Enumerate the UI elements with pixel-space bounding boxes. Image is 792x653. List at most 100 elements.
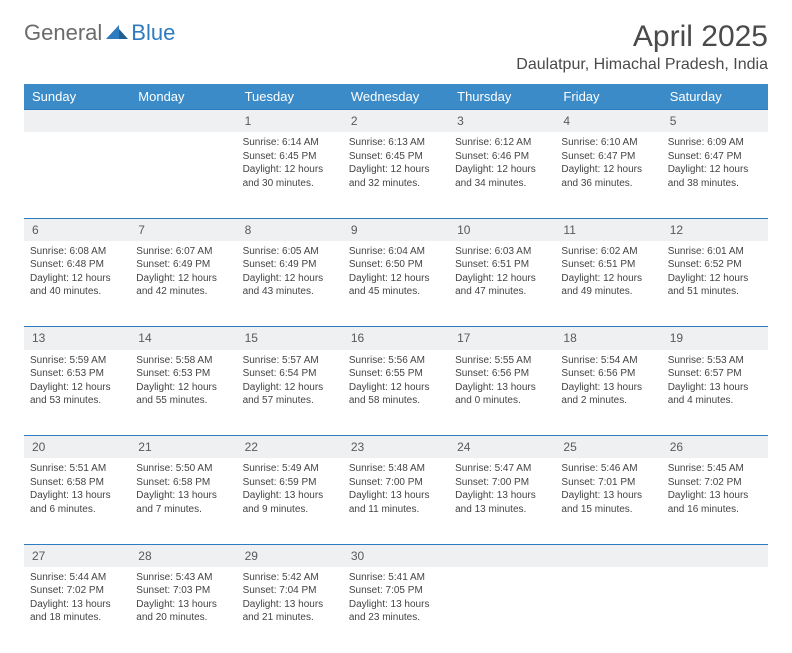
daylight-text-2: and 13 minutes. [455,503,549,517]
sunset-text: Sunset: 6:57 PM [668,367,762,381]
sunset-text: Sunset: 7:02 PM [668,476,762,490]
daylight-text-2: and 6 minutes. [30,503,124,517]
sunset-text: Sunset: 6:51 PM [455,258,549,272]
day-content-cell: Sunrise: 6:12 AMSunset: 6:46 PMDaylight:… [449,132,555,218]
day-content: Sunrise: 6:05 AMSunset: 6:49 PMDaylight:… [243,245,337,299]
daylight-text-2: and 0 minutes. [455,394,549,408]
daylight-text-2: and 45 minutes. [349,285,443,299]
daylight-text-1: Daylight: 13 hours [136,598,230,612]
day-content: Sunrise: 6:01 AMSunset: 6:52 PMDaylight:… [668,245,762,299]
daylight-text-1: Daylight: 13 hours [561,489,655,503]
day-header: Saturday [662,84,768,110]
day-content: Sunrise: 6:09 AMSunset: 6:47 PMDaylight:… [668,136,762,190]
daylight-text-2: and 30 minutes. [243,177,337,191]
day-number-cell: 14 [130,327,236,350]
day-content: Sunrise: 5:41 AMSunset: 7:05 PMDaylight:… [349,571,443,625]
day-number-cell: 17 [449,327,555,350]
sunrise-text: Sunrise: 5:55 AM [455,354,549,368]
daylight-text-2: and 21 minutes. [243,611,337,625]
day-content-cell: Sunrise: 5:43 AMSunset: 7:03 PMDaylight:… [130,567,236,653]
day-content: Sunrise: 5:56 AMSunset: 6:55 PMDaylight:… [349,354,443,408]
content-row: Sunrise: 6:08 AMSunset: 6:48 PMDaylight:… [24,241,768,327]
day-content: Sunrise: 5:50 AMSunset: 6:58 PMDaylight:… [136,462,230,516]
sunrise-text: Sunrise: 5:44 AM [30,571,124,585]
day-content-cell: Sunrise: 5:51 AMSunset: 6:58 PMDaylight:… [24,458,130,544]
day-content: Sunrise: 6:10 AMSunset: 6:47 PMDaylight:… [561,136,655,190]
day-header-row: SundayMondayTuesdayWednesdayThursdayFrid… [24,84,768,110]
calendar-body: 12345Sunrise: 6:14 AMSunset: 6:45 PMDayl… [24,110,768,653]
day-number-cell: 7 [130,218,236,241]
day-content-cell: Sunrise: 5:58 AMSunset: 6:53 PMDaylight:… [130,350,236,436]
logo: General Blue [24,20,175,46]
daynum-row: 13141516171819 [24,327,768,350]
day-content-cell: Sunrise: 5:42 AMSunset: 7:04 PMDaylight:… [237,567,343,653]
daylight-text-2: and 43 minutes. [243,285,337,299]
sunrise-text: Sunrise: 5:46 AM [561,462,655,476]
day-number-cell: 18 [555,327,661,350]
day-content-cell: Sunrise: 5:55 AMSunset: 6:56 PMDaylight:… [449,350,555,436]
day-number-cell: 8 [237,218,343,241]
daylight-text-1: Daylight: 13 hours [668,489,762,503]
day-number-cell: 16 [343,327,449,350]
day-content: Sunrise: 5:42 AMSunset: 7:04 PMDaylight:… [243,571,337,625]
day-content-cell: Sunrise: 5:57 AMSunset: 6:54 PMDaylight:… [237,350,343,436]
sunset-text: Sunset: 6:52 PM [668,258,762,272]
sunset-text: Sunset: 6:58 PM [30,476,124,490]
day-number-cell [449,544,555,567]
sunrise-text: Sunrise: 6:09 AM [668,136,762,150]
day-content-cell: Sunrise: 5:46 AMSunset: 7:01 PMDaylight:… [555,458,661,544]
title-block: April 2025 Daulatpur, Himachal Pradesh, … [516,20,768,74]
day-content-cell: Sunrise: 5:53 AMSunset: 6:57 PMDaylight:… [662,350,768,436]
day-content: Sunrise: 5:51 AMSunset: 6:58 PMDaylight:… [30,462,124,516]
page-header: General Blue April 2025 Daulatpur, Himac… [24,20,768,74]
sunset-text: Sunset: 7:04 PM [243,584,337,598]
daylight-text-1: Daylight: 12 hours [243,381,337,395]
daylight-text-2: and 36 minutes. [561,177,655,191]
day-content-cell [130,132,236,218]
sunset-text: Sunset: 7:01 PM [561,476,655,490]
daylight-text-2: and 2 minutes. [561,394,655,408]
daylight-text-1: Daylight: 13 hours [30,489,124,503]
daylight-text-1: Daylight: 12 hours [455,163,549,177]
day-number-cell: 24 [449,436,555,459]
logo-text-blue: Blue [131,20,175,46]
daynum-row: 6789101112 [24,218,768,241]
daylight-text-1: Daylight: 13 hours [668,381,762,395]
day-number-cell: 1 [237,110,343,133]
sunrise-text: Sunrise: 5:48 AM [349,462,443,476]
daynum-row: 20212223242526 [24,436,768,459]
daylight-text-2: and 51 minutes. [668,285,762,299]
day-header: Wednesday [343,84,449,110]
sunset-text: Sunset: 6:58 PM [136,476,230,490]
day-content: Sunrise: 5:45 AMSunset: 7:02 PMDaylight:… [668,462,762,516]
daylight-text-2: and 34 minutes. [455,177,549,191]
sunrise-text: Sunrise: 5:51 AM [30,462,124,476]
daylight-text-2: and 53 minutes. [30,394,124,408]
day-content: Sunrise: 6:08 AMSunset: 6:48 PMDaylight:… [30,245,124,299]
sunset-text: Sunset: 7:03 PM [136,584,230,598]
day-content-cell: Sunrise: 5:44 AMSunset: 7:02 PMDaylight:… [24,567,130,653]
sunset-text: Sunset: 6:51 PM [561,258,655,272]
sunrise-text: Sunrise: 5:49 AM [243,462,337,476]
sunset-text: Sunset: 6:49 PM [136,258,230,272]
day-content-cell [449,567,555,653]
calendar-head: SundayMondayTuesdayWednesdayThursdayFrid… [24,84,768,110]
day-number-cell: 6 [24,218,130,241]
sunrise-text: Sunrise: 5:53 AM [668,354,762,368]
content-row: Sunrise: 5:51 AMSunset: 6:58 PMDaylight:… [24,458,768,544]
sunset-text: Sunset: 7:02 PM [30,584,124,598]
day-number-cell: 21 [130,436,236,459]
daylight-text-1: Daylight: 13 hours [455,489,549,503]
daylight-text-1: Daylight: 13 hours [136,489,230,503]
daylight-text-1: Daylight: 12 hours [668,272,762,286]
sunrise-text: Sunrise: 6:03 AM [455,245,549,259]
sunset-text: Sunset: 6:56 PM [455,367,549,381]
daylight-text-2: and 55 minutes. [136,394,230,408]
day-content: Sunrise: 5:58 AMSunset: 6:53 PMDaylight:… [136,354,230,408]
sunrise-text: Sunrise: 5:42 AM [243,571,337,585]
day-number-cell [662,544,768,567]
day-number-cell: 4 [555,110,661,133]
daylight-text-1: Daylight: 12 hours [30,381,124,395]
daylight-text-2: and 23 minutes. [349,611,443,625]
day-content-cell: Sunrise: 6:14 AMSunset: 6:45 PMDaylight:… [237,132,343,218]
